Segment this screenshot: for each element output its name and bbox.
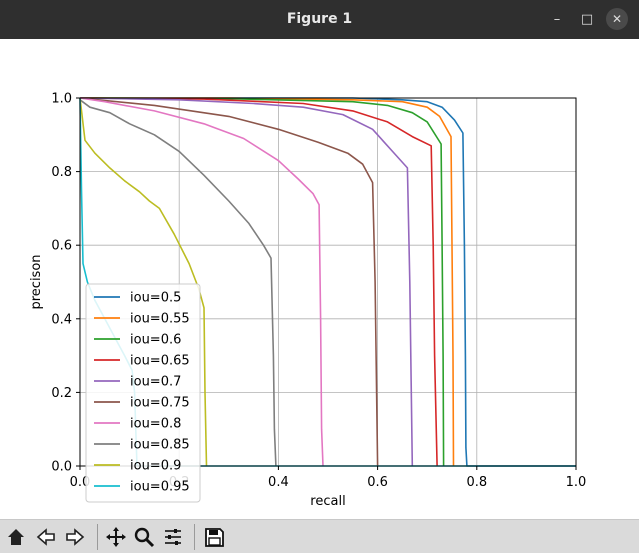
axis-ticks: 0.00.20.40.60.81.00.00.20.40.60.81.0 [51, 92, 586, 491]
x-tick-label: 1.0 [566, 475, 587, 490]
minimize-icon[interactable]: – [553, 11, 561, 27]
series-line-iou-0.9 [79, 97, 208, 467]
figure-canvas: 0.00.20.40.60.81.00.00.20.40.60.81.0 rec… [0, 39, 639, 519]
window-titlebar: Figure 1 – □ ✕ [0, 0, 639, 39]
back-arrow-icon[interactable] [33, 524, 59, 550]
y-tick-label: 1.0 [51, 92, 72, 107]
save-disk-icon[interactable] [201, 524, 227, 550]
forward-arrow-icon[interactable] [62, 524, 88, 550]
window-title: Figure 1 [286, 11, 353, 27]
y-tick-label: 0.8 [51, 165, 72, 180]
toolbar-separator [194, 524, 195, 550]
legend-label: iou=0.75 [130, 396, 190, 411]
pan-move-icon[interactable] [103, 524, 129, 550]
series-line-iou-0.65 [79, 97, 438, 467]
y-tick-label: 0.0 [51, 460, 72, 475]
navigation-toolbar [0, 519, 639, 553]
x-tick-label: 0.4 [268, 475, 289, 490]
legend-label: iou=0.6 [130, 333, 181, 348]
toolbar-separator [97, 524, 98, 550]
legend-label: iou=0.9 [130, 459, 181, 474]
legend-label: iou=0.5 [130, 291, 181, 306]
legend-label: iou=0.65 [130, 354, 190, 369]
x-tick-label: 0.6 [367, 475, 388, 490]
series-line-iou-0.8 [79, 97, 324, 467]
maximize-icon[interactable]: □ [580, 11, 594, 27]
y-tick-label: 0.4 [51, 312, 72, 327]
series-line-iou-0.7 [79, 97, 414, 467]
legend-label: iou=0.55 [130, 312, 190, 327]
x-axis-label: recall [310, 494, 345, 509]
configure-subplots-icon[interactable] [160, 524, 186, 550]
zoom-magnifier-icon[interactable] [131, 524, 157, 550]
x-tick-label: 0.8 [466, 475, 487, 490]
legend-label: iou=0.8 [130, 417, 181, 432]
line-chart: 0.00.20.40.60.81.00.00.20.40.60.81.0 rec… [29, 92, 586, 510]
y-tick-label: 0.6 [51, 239, 72, 254]
x-tick-label: 0.0 [70, 475, 91, 490]
axes-frame [79, 97, 577, 467]
series-line-iou-0.55 [80, 97, 455, 467]
series-line-iou-0.75 [79, 97, 379, 467]
legend-label: iou=0.95 [130, 480, 190, 495]
close-icon[interactable]: ✕ [606, 8, 628, 30]
home-icon[interactable] [3, 524, 29, 550]
legend: iou=0.5 iou=0.55 iou=0.6 iou=0.65 iou=0.7 iou… [85, 283, 201, 503]
legend-label: iou=0.85 [130, 438, 190, 453]
series-line-iou-0.6 [79, 97, 445, 467]
series-line-iou-0.85 [79, 99, 277, 467]
legend-label: iou=0.7 [130, 375, 181, 390]
y-axis-label: precison [29, 254, 44, 309]
y-tick-label: 0.2 [51, 386, 72, 401]
